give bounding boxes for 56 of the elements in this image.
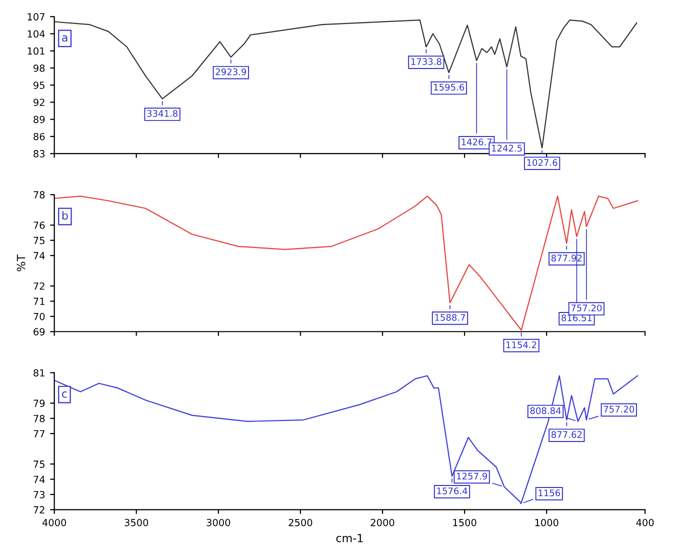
x-tick-label: 1000 (535, 518, 558, 526)
annotation: 3341.8 (147, 110, 178, 117)
x-tick-label: 4000 (42, 518, 66, 526)
x-tick-label: 2500 (288, 518, 312, 526)
y-axis-title: %T (16, 254, 26, 272)
annotation: 808.84 (530, 407, 561, 414)
x-axis-title: cm-1 (336, 534, 363, 542)
x-tick-label: 2000 (370, 518, 394, 526)
annotation: 1576.4 (437, 487, 468, 494)
y-tick-label: 76 (34, 222, 45, 229)
y-tick-label: 72 (34, 506, 44, 514)
annotation: 757.20 (571, 304, 602, 312)
y-tick-label: 74 (34, 252, 45, 260)
annotation: 1588.7 (435, 314, 466, 321)
annotation: 757.20 (604, 406, 634, 413)
y-tick-label: 71 (34, 298, 44, 305)
line-series (54, 196, 638, 331)
annotation: 1733.8 (411, 58, 442, 65)
y-tick-label: 72 (34, 282, 44, 290)
line-series (54, 375, 638, 504)
annotation: 1595.6 (434, 84, 464, 91)
annotation: 1154.2 (506, 341, 536, 348)
annotation: 1257.9 (457, 472, 487, 480)
x-tick-label: 3500 (124, 518, 148, 526)
annotation: b (62, 211, 68, 220)
annotation: a (62, 35, 68, 42)
y-tick-label: 81 (34, 369, 44, 377)
y-tick-label: 98 (34, 64, 45, 72)
y-tick-label: 69 (34, 328, 45, 336)
y-tick-label: 83 (34, 150, 45, 158)
y-tick-label: 78 (34, 414, 45, 422)
y-tick-label: 86 (34, 132, 45, 140)
y-tick-label: 75 (34, 236, 44, 244)
x-tick-label: 1500 (453, 518, 476, 526)
annotation: 1156 (538, 489, 560, 496)
y-tick-label: 95 (34, 82, 44, 89)
x-tick-label: 400 (636, 518, 654, 526)
y-tick-label: 75 (34, 460, 44, 468)
y-tick-label: 101 (28, 47, 44, 55)
y-tick-label: 107 (28, 13, 44, 20)
annotation: 1426.7 (462, 138, 492, 146)
y-tick-label: 79 (34, 400, 45, 407)
y-tick-label: 104 (28, 30, 45, 38)
y-tick-label: 70 (34, 312, 45, 320)
annotation: c (62, 391, 67, 398)
x-tick-label: 3000 (206, 518, 230, 526)
y-tick-label: 89 (34, 116, 45, 124)
y-tick-label: 77 (34, 430, 44, 438)
y-tick-label: 74 (34, 476, 45, 483)
y-tick-label: 78 (34, 191, 45, 198)
annotation: 1027.6 (527, 159, 558, 166)
annotation: 1242.5 (492, 144, 522, 152)
y-tick-label: 92 (34, 98, 44, 106)
annotation: 877.62 (551, 431, 582, 438)
y-tick-label: 73 (34, 490, 45, 498)
annotation: 2923.9 (216, 68, 246, 76)
